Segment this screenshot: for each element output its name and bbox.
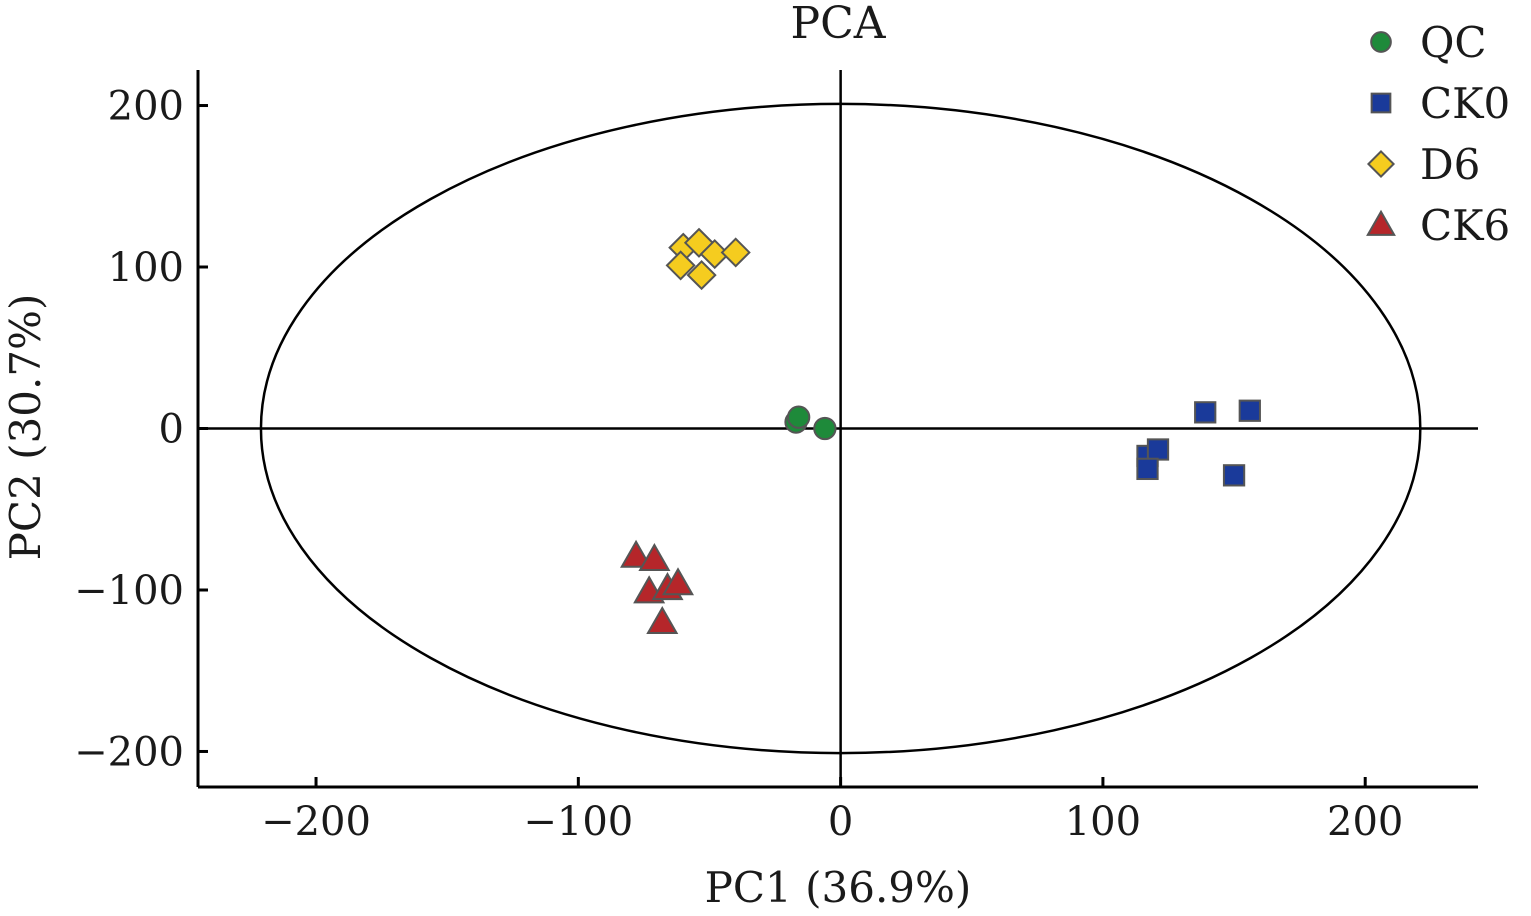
legend-marker-qc (1370, 31, 1392, 53)
y-axis-label: PC2 (30.7%) (1, 294, 50, 561)
legend-label-ck6: CK6 (1420, 201, 1510, 250)
data-point-d6 (665, 250, 696, 281)
x-tick-label: 100 (1065, 799, 1141, 845)
data-point-d6 (686, 260, 717, 291)
legend-label-d6: D6 (1420, 140, 1480, 189)
x-tick-label: −100 (523, 799, 633, 845)
chart-title: PCA (790, 0, 886, 49)
data-point-ck0 (1136, 457, 1159, 481)
y-tick-label: 100 (108, 245, 184, 291)
plot-area: −200 −100 0 100 200 −200 −100 0 100 200 (74, 70, 1478, 845)
y-tick-label: −200 (74, 729, 184, 775)
data-point-ck6 (646, 605, 679, 635)
x-tick-label: 200 (1327, 799, 1403, 845)
y-tick-label: −100 (74, 568, 184, 614)
x-tick-label: 0 (828, 799, 853, 845)
data-point-ck0 (1194, 401, 1217, 424)
data-point-ck0 (1238, 399, 1261, 422)
data-point-d6 (720, 237, 751, 268)
confidence-ellipse (259, 102, 1422, 755)
legend-label-ck0: CK0 (1420, 79, 1510, 128)
legend: QC CK0 D6 CK6 (1366, 18, 1510, 250)
legend-marker-ck6 (1366, 209, 1396, 236)
x-tick-label: −200 (261, 799, 371, 845)
y-tick-label: 0 (159, 407, 184, 453)
data-point-qc (786, 405, 811, 429)
data-point-ck6 (638, 542, 671, 572)
data-point-ck0 (1222, 464, 1246, 487)
y-tick-label: 200 (108, 84, 184, 130)
legend-marker-d6 (1366, 149, 1396, 179)
legend-marker-ck0 (1370, 92, 1392, 114)
data-point-ck6 (661, 567, 695, 596)
data-point-ck6 (620, 539, 653, 568)
x-axis-label: PC1 (36.9%) (705, 863, 972, 912)
legend-label-qc: QC (1420, 18, 1487, 67)
data-point-ck0 (1146, 438, 1170, 461)
data-point-qc (813, 416, 837, 441)
